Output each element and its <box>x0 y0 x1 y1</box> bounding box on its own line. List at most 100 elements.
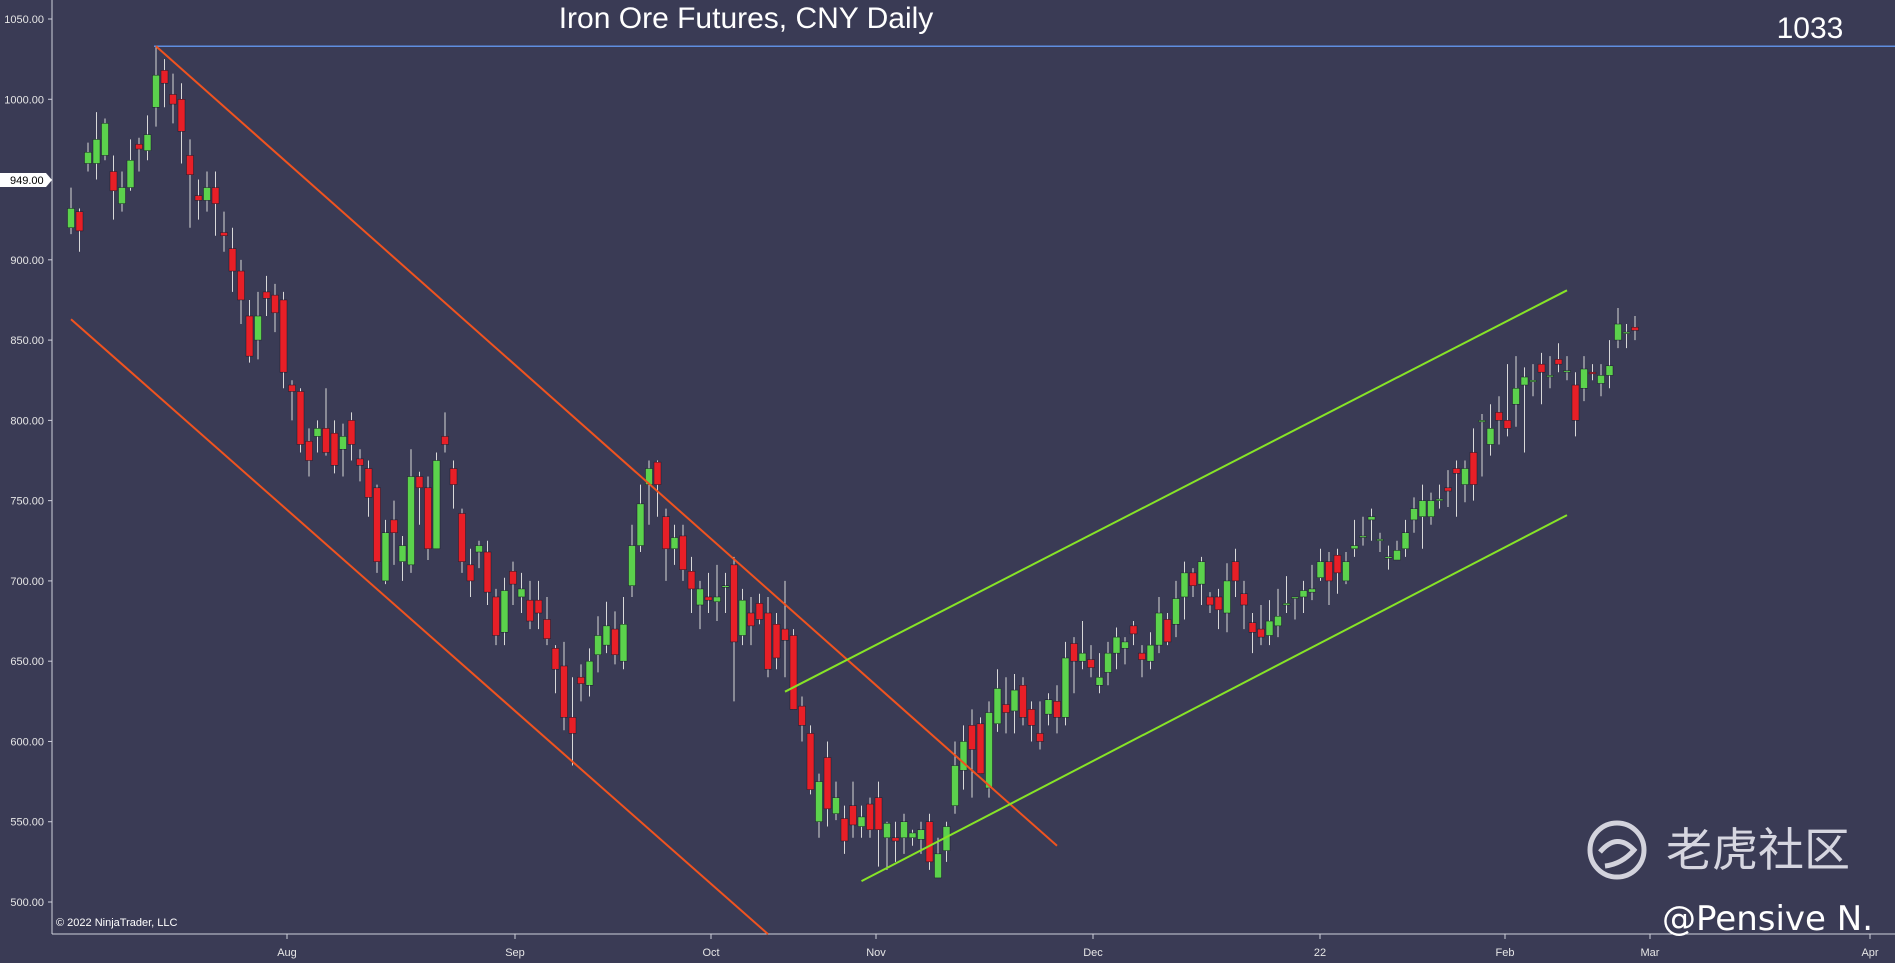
candle-up <box>432 460 441 550</box>
candle-down <box>330 432 339 466</box>
candle-up <box>1044 699 1053 715</box>
candle-up <box>407 476 415 566</box>
x-tick-label: Oct <box>702 947 719 959</box>
candle-down <box>262 291 271 299</box>
candle-up <box>1342 561 1350 582</box>
candle-down <box>1027 709 1036 726</box>
candle-down <box>509 571 517 585</box>
candle-up <box>883 823 891 839</box>
y-tick-label: 500.00 <box>10 897 44 909</box>
candle-down <box>891 837 900 842</box>
candle-down <box>1571 384 1580 421</box>
candle-up <box>254 315 262 341</box>
candle-down <box>228 248 237 272</box>
candle-down <box>1325 561 1333 582</box>
candle-down <box>1257 628 1265 638</box>
candle-up <box>1580 368 1588 389</box>
x-tick-label: Aug <box>277 947 297 959</box>
candle-down <box>1444 487 1452 492</box>
candle-down <box>186 155 194 175</box>
candle-up <box>1410 508 1418 521</box>
x-axis-ticks: Aug Sep Oct Nov Dec 22 Feb Mar Apr <box>277 934 1879 959</box>
candle-up <box>1078 652 1087 662</box>
candle-down <box>925 821 934 863</box>
x-tick-label: Mar <box>1641 947 1660 959</box>
x-tick-label: Sep <box>505 947 525 959</box>
candle-up <box>1384 556 1393 559</box>
y-axis-ticks: 1050.001000.00950.00900.00850.00800.0075… <box>4 14 52 909</box>
candle-down <box>730 564 738 643</box>
x-tick-label: Nov <box>866 947 886 959</box>
candle-down <box>1129 625 1138 635</box>
watermark-user: @Pensive N. <box>1662 899 1873 939</box>
y-tick-label: 800.00 <box>10 415 44 427</box>
candle-up <box>313 428 322 437</box>
candle-down <box>1019 685 1027 718</box>
candle-down <box>364 468 373 498</box>
candle-down <box>75 211 84 232</box>
x-tick-label: Apr <box>1861 947 1878 959</box>
candle-down <box>347 420 356 445</box>
candle-down <box>866 803 874 831</box>
y-tick-label: 750.00 <box>10 496 44 508</box>
candle-up <box>1435 498 1444 501</box>
candlestick-series <box>67 46 1639 879</box>
candle-up <box>1478 420 1486 423</box>
candle-up <box>993 688 1002 725</box>
candle-up <box>1622 331 1631 334</box>
candle-down <box>1053 701 1061 718</box>
candle-up <box>339 436 347 450</box>
candle-down <box>1163 619 1172 643</box>
candle-up <box>1121 641 1129 649</box>
candle-down <box>1231 561 1240 582</box>
candle-up <box>398 545 407 562</box>
candle-down <box>1036 733 1044 742</box>
candle-up <box>1401 532 1410 550</box>
candle-down <box>772 624 781 659</box>
candle-down <box>764 612 772 670</box>
x-tick-label: 22 <box>1314 947 1326 959</box>
candle-down <box>1248 622 1257 633</box>
channel-line <box>784 289 1568 693</box>
candle-down <box>135 143 143 150</box>
candle-up <box>126 160 135 188</box>
candle-up <box>1461 468 1469 485</box>
candle-down <box>568 717 577 734</box>
candle-down <box>237 270 245 301</box>
x-tick-label: Feb <box>1496 947 1515 959</box>
candle-down <box>704 596 713 601</box>
candle-up <box>1427 500 1435 517</box>
candle-up <box>1197 561 1206 585</box>
candle-up <box>1563 370 1571 373</box>
y-tick-label: 550.00 <box>10 817 44 829</box>
candle-up <box>517 588 526 598</box>
candle-down <box>441 436 449 445</box>
copyright-text: © 2022 NinjaTrader, LLC <box>56 917 177 929</box>
candle-up <box>1520 376 1529 386</box>
candle-up <box>738 599 747 636</box>
candle-up <box>713 596 721 603</box>
candle-up <box>67 208 75 228</box>
candle-up <box>721 585 730 588</box>
candle-down <box>534 599 543 614</box>
candle-up <box>1359 535 1367 538</box>
candle-down <box>449 468 458 485</box>
channel-line <box>155 45 1058 847</box>
current-price-marker-text: 949.00 <box>10 175 44 187</box>
candle-down <box>211 187 220 204</box>
candle-down <box>1070 643 1078 662</box>
current-price-marker-box <box>0 173 52 187</box>
candle-up <box>92 139 101 164</box>
candle-up <box>959 741 968 771</box>
candle-up <box>619 624 628 662</box>
candle-up <box>1512 388 1520 405</box>
candle-down <box>390 519 398 533</box>
candle-down <box>296 391 305 445</box>
candle-up <box>1350 545 1359 550</box>
candle-up <box>917 829 925 840</box>
candle-up <box>1614 323 1622 341</box>
candle-down <box>968 725 976 750</box>
candle-down <box>560 665 568 718</box>
candle-down <box>322 428 330 453</box>
